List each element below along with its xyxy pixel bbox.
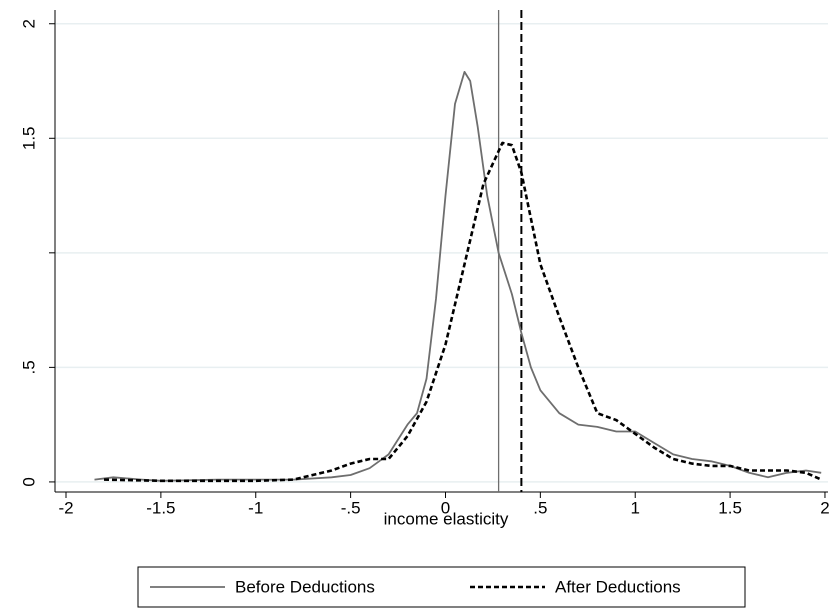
x-tick-label: 1 [630, 498, 639, 517]
x-tick-label: -.5 [341, 498, 361, 517]
x-axis-label: income elasticity [384, 509, 509, 528]
y-tick-label: 1.5 [19, 126, 38, 150]
density-line [103, 141, 822, 483]
density-line [94, 71, 822, 482]
x-tick-label: -1.5 [146, 498, 175, 517]
x-tick-label: 1.5 [718, 498, 742, 517]
x-tick-label: -1 [248, 498, 263, 517]
y-tick-label: 0 [19, 477, 38, 486]
y-tick-label: .5 [19, 360, 38, 374]
x-tick-label: 0 [441, 498, 450, 517]
legend-label: After Deductions [555, 577, 681, 596]
y-tick-label: 2 [19, 19, 38, 28]
legend-label: Before Deductions [235, 577, 375, 596]
x-tick-label: 2 [820, 498, 829, 517]
x-tick-label: -2 [58, 498, 73, 517]
x-tick-label: .5 [533, 498, 547, 517]
legend-box [137, 566, 746, 608]
